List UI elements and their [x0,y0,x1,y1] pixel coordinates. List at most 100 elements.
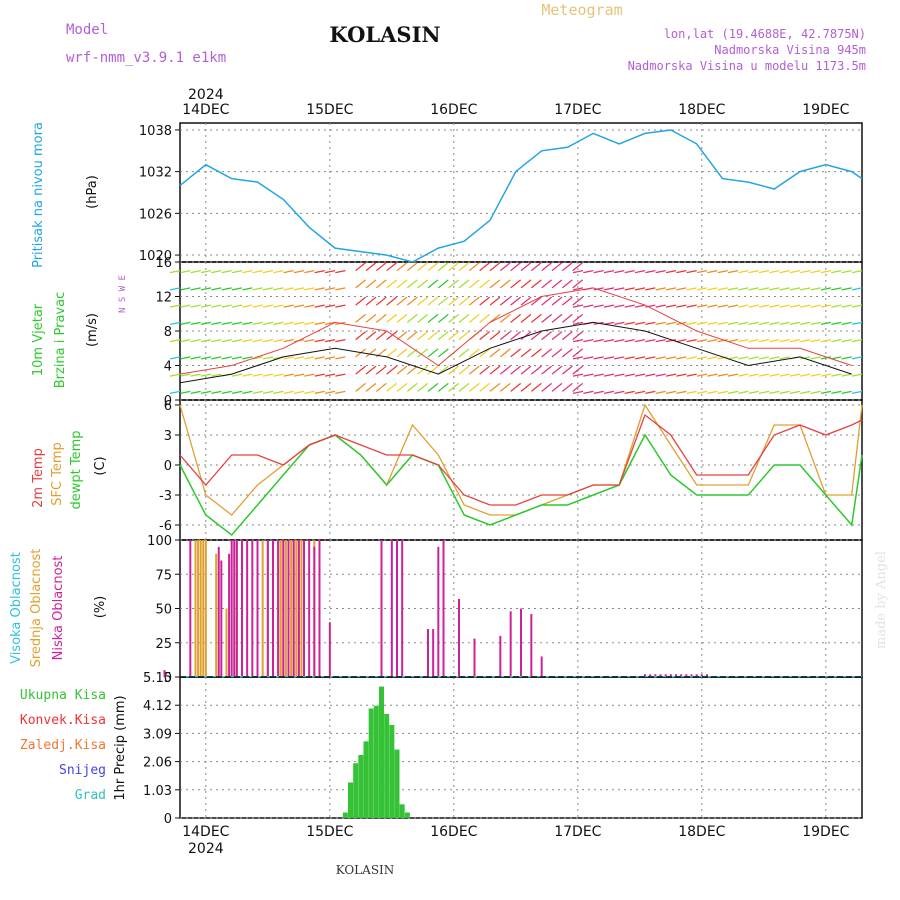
wind-barb [572,279,584,289]
wind-barb [231,339,243,343]
xtick-bottom-6: 19DEC [802,824,849,840]
wind-barb [489,331,501,341]
wind-barb [273,339,284,343]
wind-barb [810,356,821,360]
precip-bar [394,749,400,818]
wind-barb [180,339,191,343]
wind-barb [468,279,480,289]
wind-barb [686,270,697,274]
ytick-4-5: 100 [147,534,172,549]
wind-barb [489,262,501,272]
wind-barb [769,304,780,308]
ytick-5-1: 0 [164,812,172,827]
wind-barb [748,270,759,274]
wind-barb [211,339,222,343]
model-label: Model [66,22,108,38]
ytick-1-3: 1032 [139,166,172,181]
wind-barb [396,365,408,375]
model-name: wrf-nmm_v3.9.1 e1km [66,50,226,66]
wind-barb [273,304,284,308]
wind-barb [800,390,811,394]
wind-barb [800,339,811,343]
wind-barb [396,331,408,341]
wind-barb [634,321,646,325]
wind-barb [572,262,584,272]
wind-barb [665,321,677,325]
wind-barb [624,339,635,343]
wind-barb [499,296,511,306]
wind-barb [335,373,346,377]
wind-barb [779,373,790,377]
wind-ylabel-1: 10m Vjetar [31,303,46,376]
wind-barb [375,313,387,323]
ytick-2-3: 8 [164,325,172,340]
wind-barb [593,356,604,360]
wind-barb [851,390,863,394]
wind-barb [479,348,491,358]
wind-barb [479,382,491,392]
wind-barb [572,365,584,375]
wind-barb [831,390,842,394]
wind-barb [851,321,863,325]
wind-barb [169,270,181,274]
wind-barb [427,279,439,289]
wind-barb [211,356,222,360]
wind-barb [593,287,604,291]
wind-barb [769,356,780,360]
wind-barb [551,262,563,272]
wind-barb [800,356,811,360]
wind-barb [841,356,852,360]
wind-barb [510,331,522,341]
wind-barb [841,339,852,343]
wind-barb [293,287,305,291]
wind-barb [645,339,656,343]
wind-barb [614,287,625,291]
wind-barb [707,339,718,343]
wind-barb [645,356,656,360]
wind-barb [242,321,253,325]
ytick-1-1: 1020 [139,249,172,264]
wind-barb [293,373,305,377]
wind-barb [748,287,759,291]
wind-barb [800,304,811,308]
precip-bar [373,705,379,818]
wind-barb [283,270,294,274]
wind-barb [458,296,470,306]
wind-barb [365,382,377,392]
wind-barb [221,287,232,291]
wind-barb [717,373,728,377]
wind-barb [211,270,222,274]
wind-barb [530,279,542,289]
wind-barb [779,321,790,325]
precip-bar [348,782,353,818]
wind-barb [841,321,852,325]
wind-barb [727,390,739,394]
wind-barb [427,262,439,272]
xtick-bottom-5: 18DEC [678,824,725,840]
wind-barb [810,390,821,394]
precip-bar [363,741,369,818]
wind-barb [169,356,181,360]
wind-barb [665,356,677,360]
wind-barb [561,262,573,272]
wind-barb [665,390,677,394]
wind-barb [458,279,470,289]
wind-barb [190,373,201,377]
wind-barb [789,304,801,308]
wind-barb [820,304,832,308]
wind-barb [748,373,759,377]
wind-barb [831,270,842,274]
wind-unit: (m/s) [85,313,100,347]
wind-barb [530,348,542,358]
wind-barb [624,390,635,394]
wind-barb [572,270,584,274]
wind-barb [541,331,553,341]
wind-barb [727,339,739,343]
wind-barb [386,296,398,306]
wind-barb [738,339,749,343]
wind-barb [841,390,852,394]
wind-barb [551,348,563,358]
wind-barb [530,296,542,306]
wind-barb [510,262,522,272]
wind-barb [707,304,718,308]
